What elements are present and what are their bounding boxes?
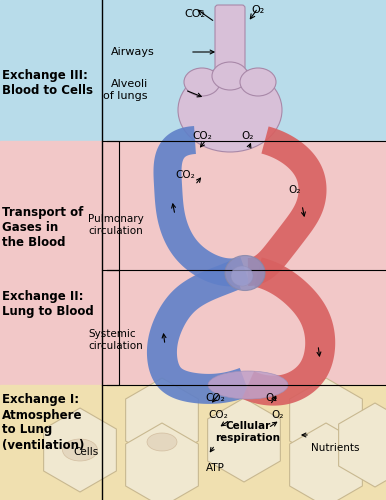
Text: O₂: O₂ [266, 393, 278, 403]
Text: Cells: Cells [73, 447, 99, 457]
Text: CO₂: CO₂ [192, 131, 212, 141]
Text: Exchange III:
Blood to Cells: Exchange III: Blood to Cells [2, 68, 93, 96]
Polygon shape [290, 423, 362, 500]
Polygon shape [290, 378, 362, 462]
Polygon shape [339, 403, 386, 487]
Text: Transport of
Gases in
the Blood: Transport of Gases in the Blood [2, 206, 83, 249]
Polygon shape [125, 378, 198, 462]
Text: ATP: ATP [206, 463, 224, 473]
Text: O₂: O₂ [251, 5, 265, 15]
Text: CO₂: CO₂ [175, 170, 195, 180]
Ellipse shape [212, 62, 248, 90]
Text: Exchange I:
Atmosphere
to Lung
(ventilation): Exchange I: Atmosphere to Lung (ventilat… [2, 394, 84, 452]
Polygon shape [154, 126, 250, 286]
Ellipse shape [208, 371, 288, 399]
Text: CO₂: CO₂ [205, 393, 225, 403]
Ellipse shape [231, 266, 253, 286]
Bar [0, 385, 386, 500]
Polygon shape [44, 408, 116, 492]
Polygon shape [147, 261, 250, 404]
Polygon shape [242, 258, 335, 406]
Text: Nutrients: Nutrients [311, 443, 359, 453]
Text: Systemic
circulation: Systemic circulation [88, 329, 143, 351]
Text: Pulmonary
circulation: Pulmonary circulation [88, 214, 144, 236]
Polygon shape [125, 423, 198, 500]
Ellipse shape [147, 433, 177, 451]
Ellipse shape [63, 439, 98, 461]
Bar [0, 141, 386, 385]
Ellipse shape [240, 68, 276, 96]
FancyBboxPatch shape [215, 5, 245, 78]
Polygon shape [208, 398, 280, 482]
Text: O₂: O₂ [272, 410, 284, 420]
Text: CO₂: CO₂ [185, 9, 205, 19]
Text: Airways: Airways [111, 47, 155, 57]
Bar [0, 0, 386, 141]
Text: Cellular
respiration: Cellular respiration [215, 421, 281, 443]
Ellipse shape [178, 68, 282, 152]
Text: Alveoli
of lungs: Alveoli of lungs [103, 79, 148, 101]
Text: CO₂: CO₂ [208, 410, 228, 420]
Text: O₂: O₂ [289, 185, 301, 195]
Ellipse shape [184, 68, 220, 96]
Ellipse shape [225, 256, 265, 290]
Polygon shape [248, 126, 327, 286]
Text: Exchange II:
Lung to Blood: Exchange II: Lung to Blood [2, 290, 94, 318]
Text: O₂: O₂ [242, 131, 254, 141]
